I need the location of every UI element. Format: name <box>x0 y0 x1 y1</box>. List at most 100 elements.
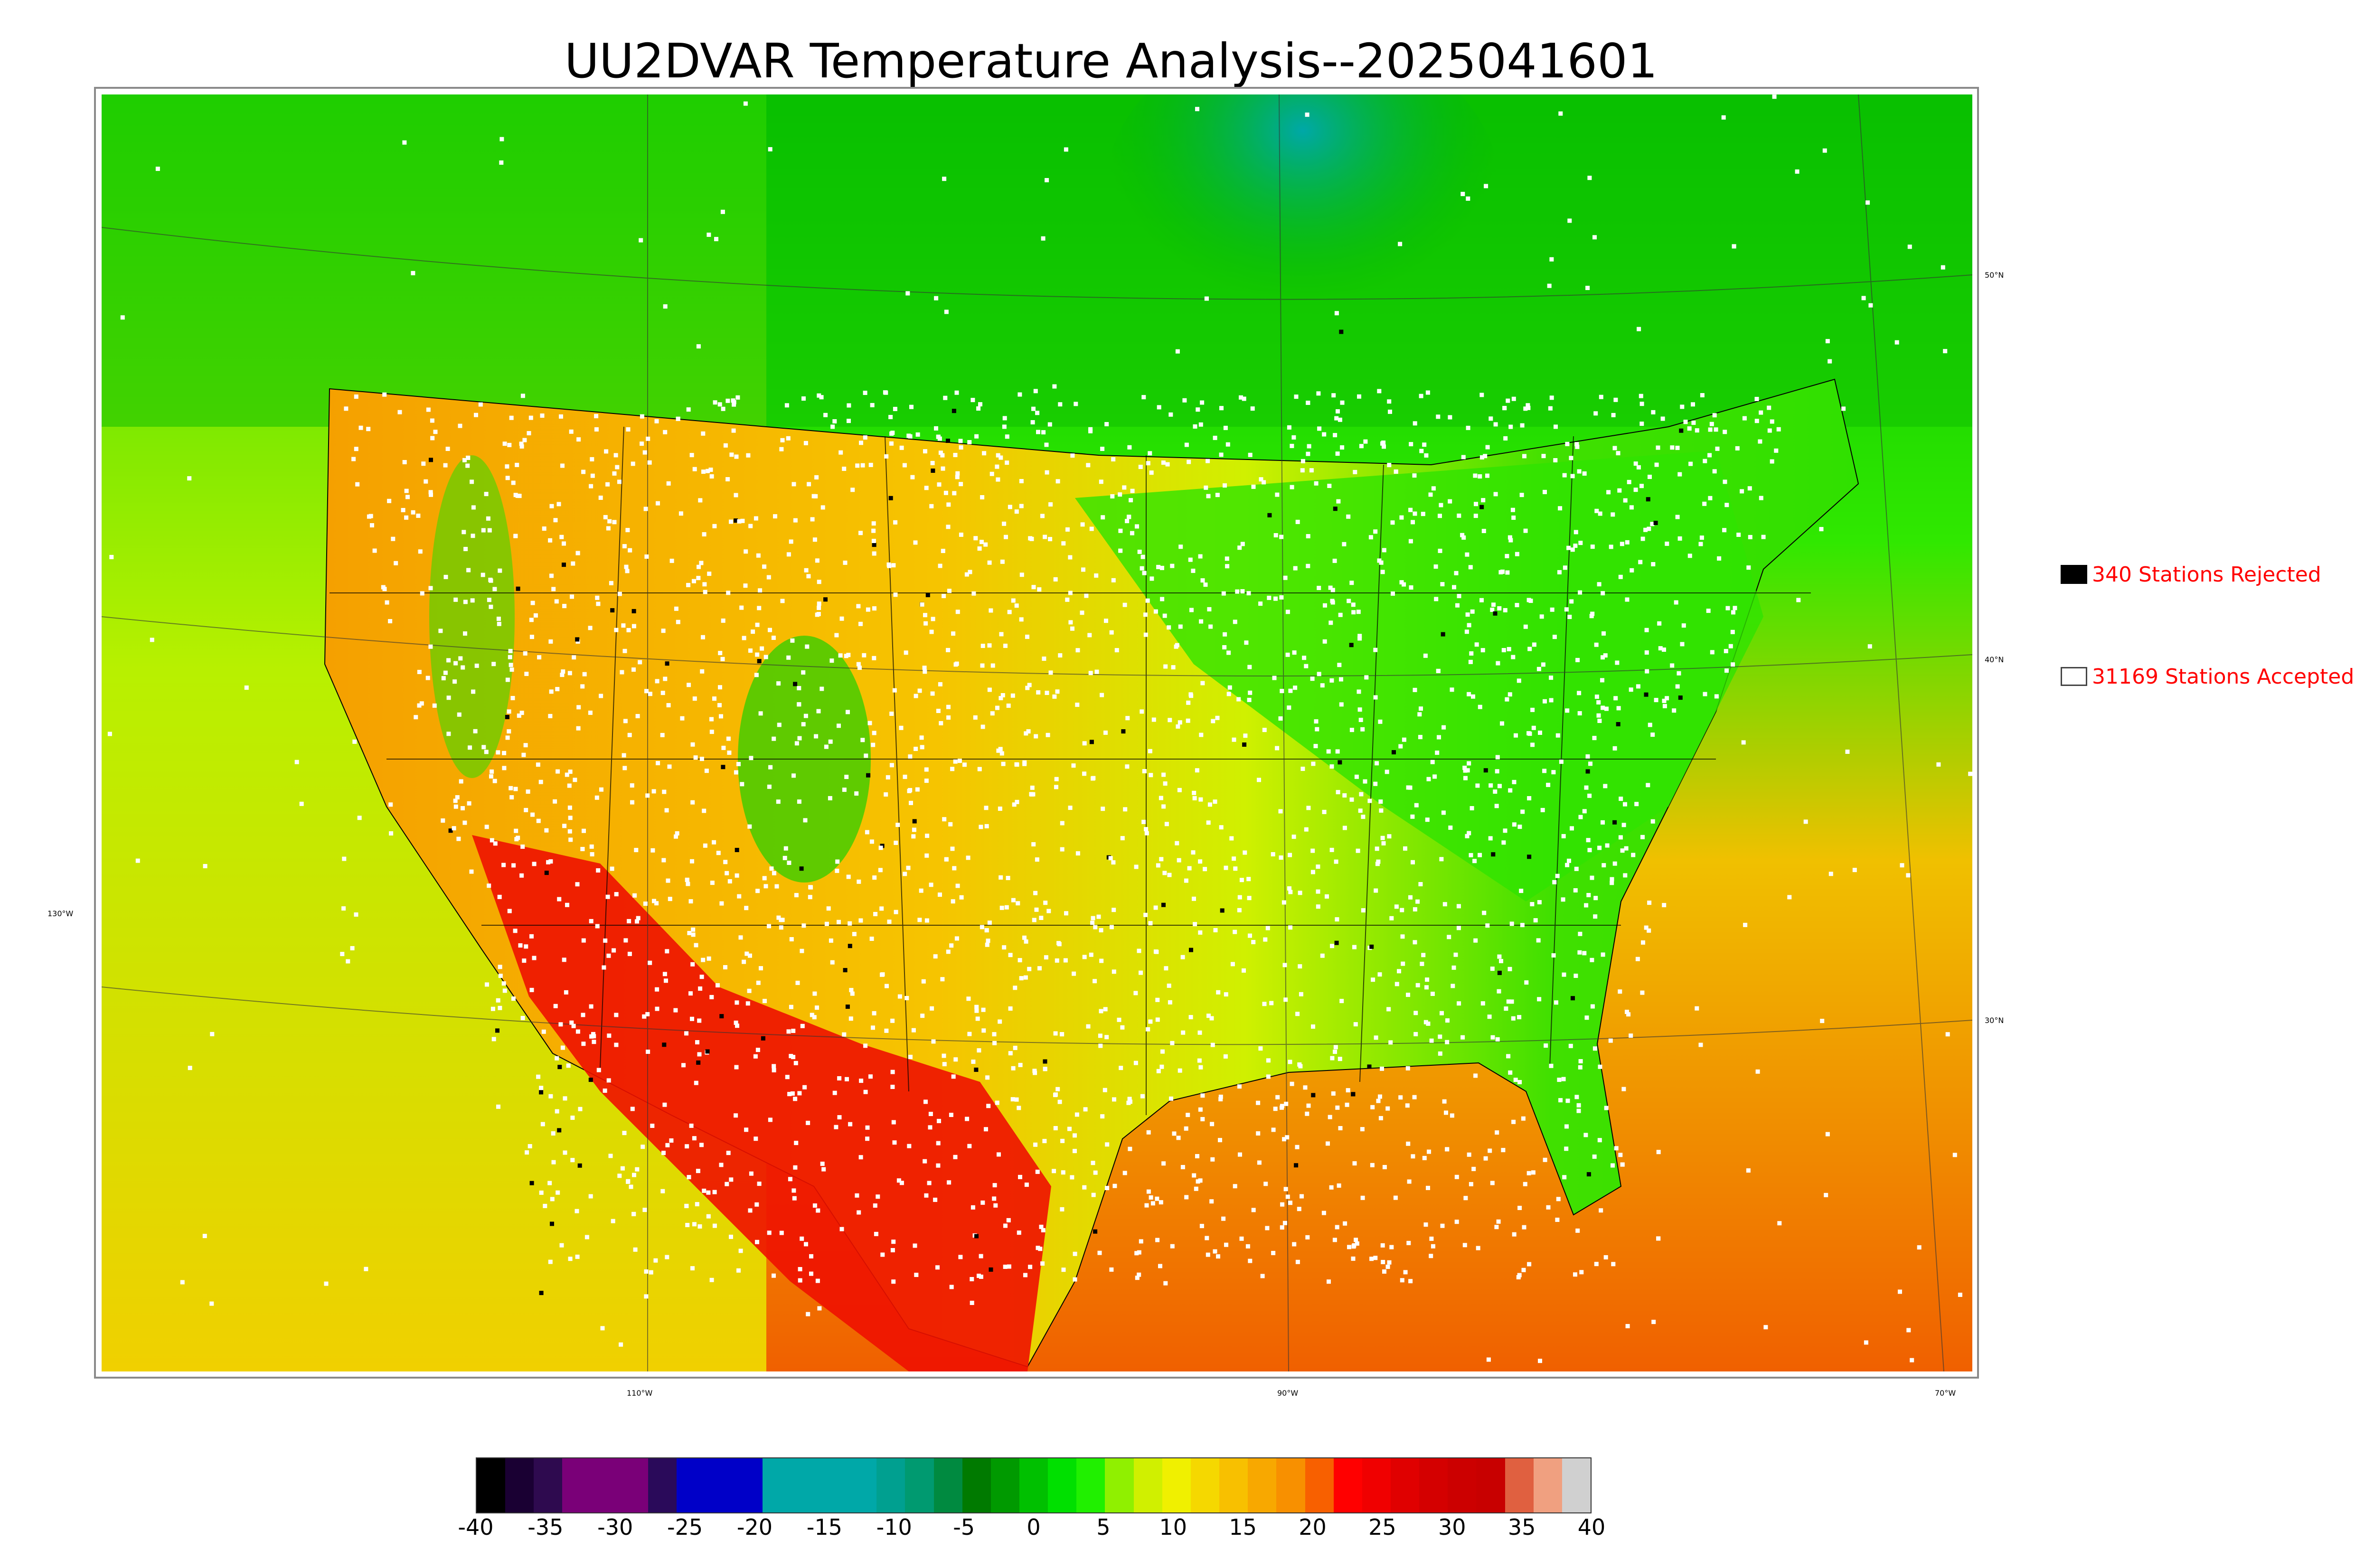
station-accepted <box>1910 1358 1914 1362</box>
station-accepted <box>1387 463 1392 468</box>
station-accepted <box>980 540 984 545</box>
station-accepted <box>1248 933 1252 938</box>
station-accepted <box>1448 826 1453 830</box>
station-accepted <box>1598 511 1602 516</box>
station-accepted <box>1537 900 1542 904</box>
station-accepted <box>543 1203 547 1208</box>
station-accepted <box>1527 1262 1532 1267</box>
station-accepted <box>1135 524 1139 529</box>
colorbar-tick-label: 10 <box>1159 1514 1187 1540</box>
station-accepted <box>1453 952 1458 957</box>
station-accepted <box>923 669 927 674</box>
station-rejected <box>1294 1163 1299 1168</box>
station-accepted <box>1361 908 1366 913</box>
station-accepted <box>1211 719 1215 723</box>
station-accepted <box>1617 488 1622 493</box>
station-accepted <box>576 726 581 731</box>
station-accepted <box>1141 819 1146 824</box>
station-accepted <box>1698 542 1703 546</box>
station-accepted <box>1605 843 1610 848</box>
station-accepted <box>1093 925 1098 930</box>
station-accepted <box>857 666 862 670</box>
station-accepted <box>1133 991 1138 995</box>
station-rejected <box>550 1221 554 1226</box>
station-accepted <box>707 233 711 237</box>
station-accepted <box>665 1143 670 1147</box>
station-accepted <box>826 906 831 911</box>
station-accepted <box>1648 475 1652 479</box>
station-accepted <box>1559 760 1564 764</box>
station-accepted <box>925 834 930 838</box>
station-accepted <box>1521 1116 1526 1121</box>
station-accepted <box>1041 430 1046 435</box>
station-accepted <box>1456 904 1461 909</box>
station-accepted <box>539 1190 544 1195</box>
station-accepted <box>1210 1122 1215 1127</box>
station-accepted <box>1578 1065 1583 1070</box>
station-accepted <box>1542 769 1547 773</box>
station-accepted <box>1199 1224 1204 1229</box>
station-accepted <box>511 480 516 485</box>
station-accepted <box>787 1092 792 1097</box>
station-accepted <box>1761 535 1766 539</box>
boundary-lines <box>330 426 1811 1115</box>
station-accepted <box>1144 831 1149 836</box>
station-accepted <box>1431 1244 1435 1249</box>
station-accepted <box>430 436 435 441</box>
station-accepted <box>484 825 489 829</box>
station-accepted <box>1406 1240 1411 1245</box>
station-accepted <box>1353 1022 1358 1027</box>
station-accepted <box>551 1160 556 1164</box>
station-accepted <box>565 772 569 777</box>
station-accepted <box>1243 733 1248 738</box>
station-accepted <box>924 918 929 923</box>
station-accepted <box>1644 650 1649 655</box>
station-accepted <box>694 943 698 948</box>
station-accepted <box>1159 796 1163 800</box>
station-accepted <box>441 676 446 681</box>
station-accepted <box>804 1242 808 1247</box>
station-accepted <box>924 779 929 783</box>
station-accepted <box>1515 603 1519 608</box>
station-accepted <box>1237 895 1242 900</box>
station-accepted <box>1467 692 1471 696</box>
station-accepted <box>370 523 374 527</box>
station-accepted <box>669 558 674 563</box>
station-accepted <box>1178 545 1183 549</box>
station-accepted <box>1412 473 1417 478</box>
station-accepted <box>1073 1251 1077 1256</box>
station-accepted <box>911 834 916 839</box>
station-accepted <box>1103 1007 1108 1012</box>
station-accepted <box>1441 810 1446 815</box>
station-rejected <box>912 819 917 824</box>
station-accepted <box>662 972 667 976</box>
station-accepted <box>1196 1179 1200 1184</box>
station-accepted <box>1242 968 1246 973</box>
station-accepted <box>1620 542 1624 546</box>
station-accepted <box>845 1077 849 1081</box>
station-accepted <box>1424 985 1429 990</box>
station-accepted <box>1631 853 1636 857</box>
station-rejected <box>1586 1172 1591 1177</box>
station-accepted <box>1724 649 1728 653</box>
station-accepted <box>1074 402 1078 406</box>
station-accepted <box>1353 469 1357 474</box>
station-accepted <box>1285 610 1290 614</box>
map-title: UU2DVAR Temperature Analysis--2025041601 <box>564 33 1658 89</box>
station-accepted <box>1520 423 1525 428</box>
station-accepted <box>1221 591 1226 596</box>
station-accepted <box>1527 732 1532 736</box>
station-accepted <box>1710 650 1715 655</box>
station-accepted <box>1223 632 1227 637</box>
station-accepted <box>727 751 732 755</box>
station-accepted <box>1102 1088 1107 1092</box>
station-accepted <box>947 589 951 593</box>
station-rejected <box>1497 970 1502 975</box>
station-accepted <box>975 1016 980 1021</box>
station-accepted <box>1471 1166 1476 1171</box>
station-accepted <box>1112 1097 1116 1102</box>
station-accepted <box>1621 823 1626 827</box>
station-accepted <box>908 754 913 759</box>
station-accepted <box>1303 1085 1308 1090</box>
station-accepted <box>709 995 714 999</box>
